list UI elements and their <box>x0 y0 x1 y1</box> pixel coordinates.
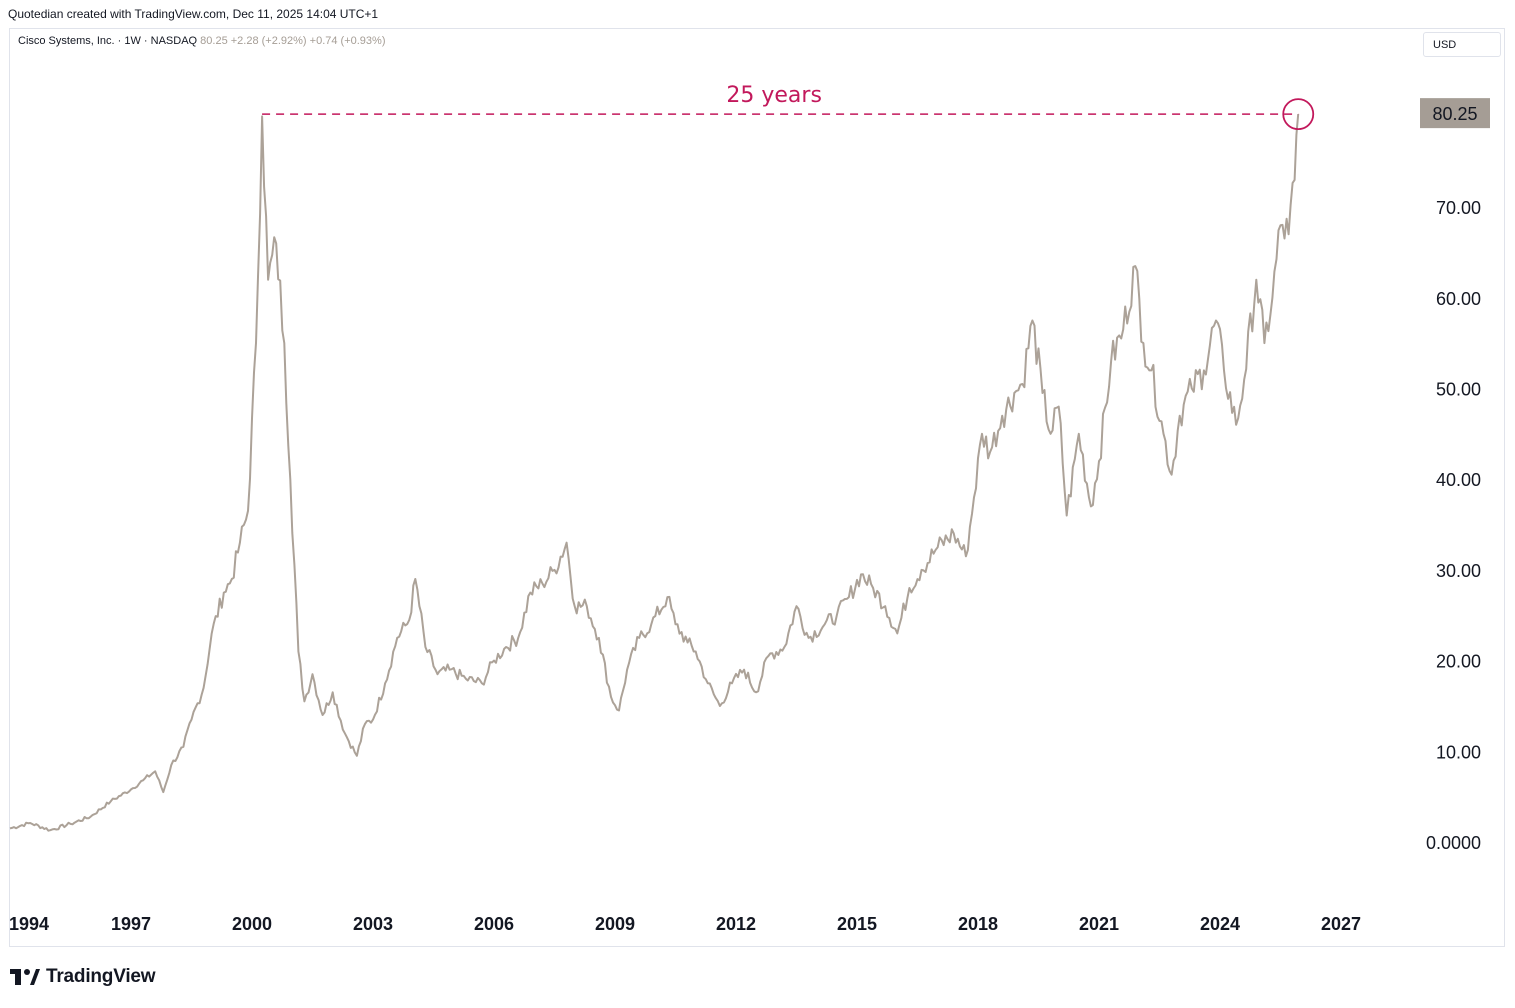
y-tick-label: 40.00 <box>1436 470 1481 490</box>
legend-change-2: +0.74 (+0.93%) <box>309 35 386 47</box>
tradingview-logo: TradingView <box>10 966 156 988</box>
tradingview-wordmark: TradingView <box>46 966 156 987</box>
y-tick-label: 70.00 <box>1436 198 1481 218</box>
legend-price: 80.25 <box>200 35 228 47</box>
annotation-label: 25 years <box>726 83 822 108</box>
legend-change: +2.28 (+2.92%) <box>230 35 307 47</box>
x-tick-label: 2024 <box>1200 914 1240 934</box>
currency-button[interactable]: USD <box>1423 32 1501 57</box>
x-tick-label: 2027 <box>1321 914 1361 934</box>
y-tick-label: 10.00 <box>1436 742 1481 762</box>
x-tick-label: 2015 <box>837 914 877 934</box>
annotation-circle <box>1282 98 1315 131</box>
symbol-name: Cisco Systems, Inc. · 1W · NASDAQ <box>18 35 198 47</box>
symbol-legend[interactable]: Cisco Systems, Inc. · 1W · NASDAQ 80.25 … <box>18 35 386 47</box>
x-tick-label: 1994 <box>9 914 49 934</box>
x-tick-label: 2000 <box>232 914 272 934</box>
x-tick-label: 2009 <box>595 914 635 934</box>
y-tick-label: 50.00 <box>1436 380 1481 400</box>
y-tick-label: 0.0000 <box>1426 833 1481 853</box>
x-tick-label: 2012 <box>716 914 756 934</box>
x-tick-label: 2006 <box>474 914 514 934</box>
x-tick-label: 1997 <box>111 914 151 934</box>
last-price-label: 80.25 <box>1432 104 1477 124</box>
price-line <box>9 114 1300 832</box>
tradingview-logo-icon <box>10 969 40 985</box>
x-tick-label: 2018 <box>958 914 998 934</box>
chart-frame <box>9 28 1505 947</box>
y-tick-label: 20.00 <box>1436 652 1481 672</box>
x-tick-label: 2021 <box>1079 914 1119 934</box>
last-price-label-bg <box>1420 98 1490 129</box>
y-tick-label: 60.00 <box>1436 289 1481 309</box>
x-tick-label: 2003 <box>353 914 393 934</box>
attribution-text: Quotedian created with TradingView.com, … <box>8 7 379 21</box>
y-tick-label: 30.00 <box>1436 561 1481 581</box>
